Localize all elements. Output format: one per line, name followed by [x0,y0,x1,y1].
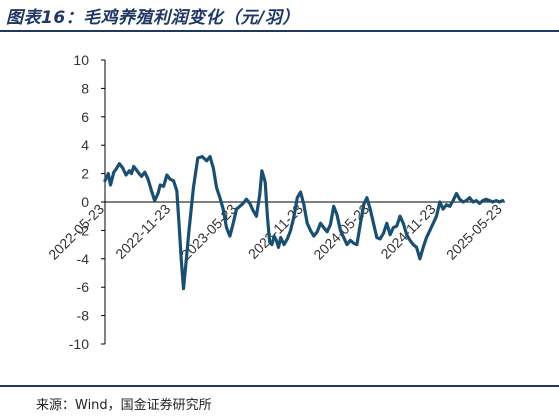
y-tick-label: 0 [81,194,89,210]
y-tick-label: -4 [77,251,90,267]
y-tick-label: -2 [77,222,90,238]
x-tick-label: 2022-11-23 [112,201,173,262]
y-tick-label: -8 [77,308,90,324]
title-divider [0,30,559,32]
profit-series-line [103,155,505,291]
y-tick-label: -6 [77,279,90,295]
x-tick-label: 2025-05-23 [443,201,505,263]
y-tick-label: 6 [81,109,89,125]
footer-divider [0,385,559,387]
chart-title: 图表16：毛鸡养殖利润变化（元/羽） [6,8,300,28]
y-tick-label: 8 [81,80,89,96]
y-tick-label: -10 [69,336,89,352]
y-tick-label: 4 [81,137,89,153]
y-tick-label: 10 [73,52,89,68]
source-note: 来源：Wind，国金证券研究所 [36,398,212,413]
y-tick-label: 2 [81,166,89,182]
